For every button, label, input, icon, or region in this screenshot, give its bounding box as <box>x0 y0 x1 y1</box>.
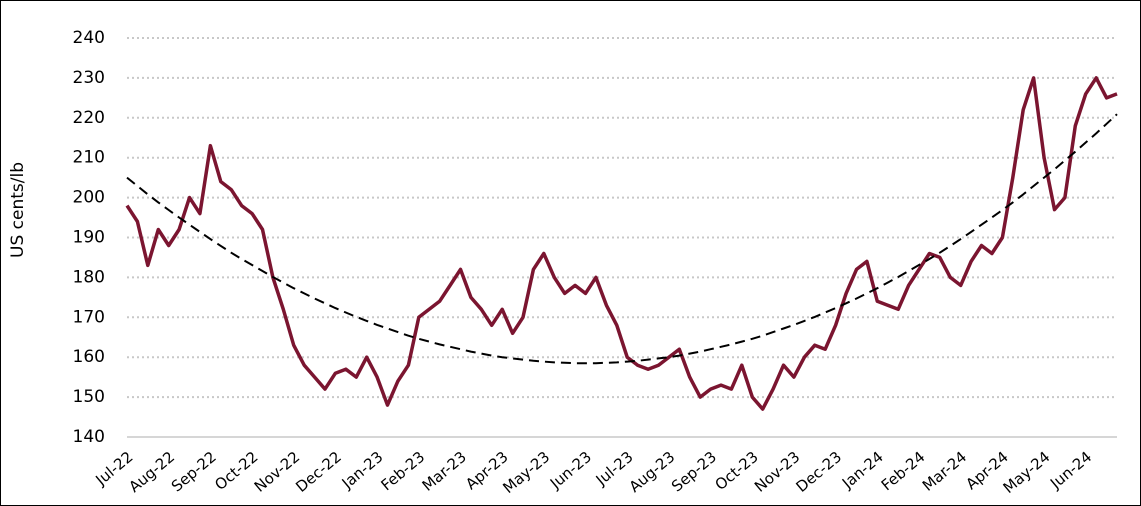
y-tick-label: 150 <box>73 387 105 407</box>
y-tick-label: 240 <box>73 28 105 48</box>
y-tick-label: 220 <box>73 108 105 128</box>
y-tick-label: 140 <box>73 427 105 447</box>
y-tick-label: 170 <box>73 307 105 327</box>
y-tick-label: 230 <box>73 68 105 88</box>
y-tick-label: 200 <box>73 188 105 208</box>
y-tick-label: 180 <box>73 267 105 287</box>
price-line <box>125 76 1118 411</box>
y-tick-label: 190 <box>73 228 105 248</box>
y-tick-label: 160 <box>73 347 105 367</box>
y-tick-label: 210 <box>73 148 105 168</box>
trend-line <box>126 113 1118 365</box>
y-axis-label: US cents/lb <box>8 162 28 258</box>
